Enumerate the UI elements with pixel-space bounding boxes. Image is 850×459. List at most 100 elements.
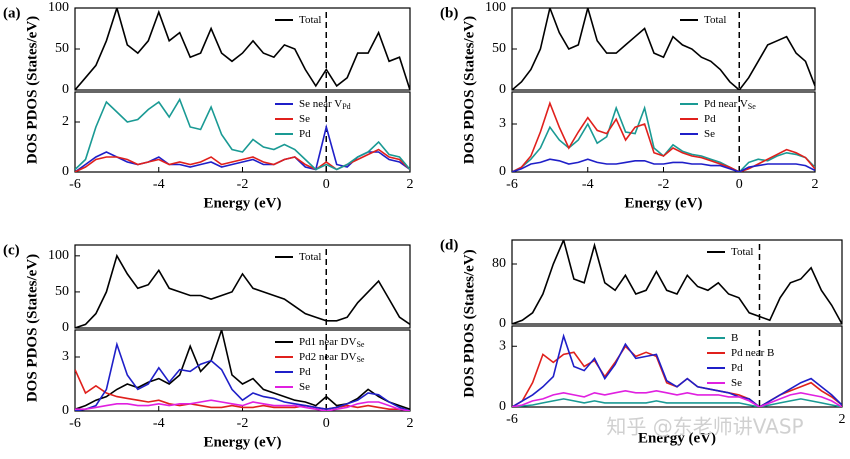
y-tick-label: 100	[48, 248, 69, 263]
plot-frame	[74, 7, 411, 91]
plot-frame	[511, 239, 843, 325]
dos-line	[75, 341, 410, 411]
y-axis-label: DOS PDOS (States/eV)	[24, 16, 40, 164]
dos-line	[512, 158, 815, 172]
panel-label: (b)	[440, 5, 458, 21]
legend-subscript: Se	[748, 102, 756, 111]
legend-label: Pd	[704, 113, 716, 125]
legend-name: Se	[299, 381, 310, 393]
dos-line	[512, 105, 815, 172]
panel-label: (c)	[3, 242, 20, 258]
legend-subscript: Se	[356, 355, 364, 364]
dos-line	[75, 399, 410, 411]
y-tick-label: 0	[499, 316, 506, 331]
y-tick-label: 3	[499, 116, 506, 131]
y-tick-label: 0	[62, 82, 69, 97]
watermark: 知乎 @东老师讲VASP	[606, 415, 803, 439]
y-tick-label: 50	[55, 284, 69, 299]
legend-label: Se	[299, 381, 310, 393]
y-tick-label: 0	[499, 164, 506, 179]
legend-label: Pd	[731, 362, 743, 374]
y-tick-label: 80	[492, 256, 506, 271]
x-tick-label: 2	[839, 412, 846, 427]
legend-name: Total	[299, 14, 321, 26]
legend-label: B	[731, 332, 738, 344]
plot-frame	[511, 7, 816, 91]
legend-name: Se	[299, 113, 310, 125]
y-axis-label: DOS PDOS (States/eV)	[461, 16, 477, 164]
y-tick-label: 50	[492, 41, 506, 56]
y-tick-label: 3	[62, 349, 69, 364]
legend-label: Total	[731, 246, 753, 258]
legend-subscript: Se	[356, 340, 364, 349]
dos-line	[512, 345, 842, 407]
legend-label: Total	[704, 14, 726, 26]
x-tick-label: 2	[407, 177, 414, 192]
legend-label: Se near VPd	[299, 98, 351, 111]
x-tick-label: -6	[506, 412, 518, 427]
y-tick-label: 0	[62, 164, 69, 179]
x-tick-label: 2	[812, 177, 819, 192]
x-axis-label: Energy (eV)	[638, 430, 716, 446]
y-tick-label: 0	[499, 399, 506, 414]
legend-name: Pd	[731, 362, 743, 374]
legend-label: Pd near VSe	[704, 98, 756, 111]
dos-line	[75, 97, 410, 171]
x-tick-label: 2	[407, 416, 414, 431]
legend-label: Pd2 near DVSe	[299, 351, 365, 364]
x-tick-label: -6	[69, 416, 81, 431]
x-axis-label: Energy (eV)	[204, 195, 282, 211]
y-tick-label: 100	[485, 0, 506, 15]
x-tick-label: 0	[323, 177, 330, 192]
y-tick-label: 3	[499, 338, 506, 353]
legend-name: Pd near V	[704, 98, 748, 110]
x-tick-label: -4	[153, 416, 165, 431]
y-tick-label: 2	[62, 114, 69, 129]
panel-label: (d)	[440, 237, 458, 253]
x-tick-label: -2	[658, 177, 670, 192]
y-axis-label: DOS PDOS (States/eV)	[461, 249, 477, 397]
y-tick-label: 100	[48, 0, 69, 15]
legend-name: Total	[299, 251, 321, 263]
dos-line	[75, 253, 410, 328]
legend-name: Pd near B	[731, 347, 774, 359]
legend-name: Pd2 near DV	[299, 351, 356, 363]
dos-line	[75, 8, 410, 90]
legend-label: Pd near B	[731, 347, 774, 359]
legend-label: Pd1 near DVSe	[299, 336, 365, 349]
plot-frame	[511, 325, 843, 408]
y-tick-label: 0	[62, 320, 69, 335]
dos-line	[75, 369, 410, 411]
legend-label: Se	[299, 113, 310, 125]
y-tick-label: 0	[499, 82, 506, 97]
legend-label: Se	[704, 128, 715, 140]
legend-name: Se	[704, 128, 715, 140]
x-tick-label: -6	[69, 177, 81, 192]
dos-line	[512, 100, 815, 172]
x-tick-label: 0	[323, 416, 330, 431]
legend-name: Total	[731, 246, 753, 258]
x-tick-label: -2	[237, 177, 249, 192]
dos-line	[75, 123, 410, 172]
legend-name: Se near V	[299, 98, 342, 110]
dos-line	[512, 398, 842, 407]
legend-name: Pd1 near DV	[299, 336, 356, 348]
x-tick-label: -6	[506, 177, 518, 192]
legend-name: Total	[704, 14, 726, 26]
dos-line	[512, 333, 842, 407]
legend-label: Pd	[299, 366, 311, 378]
legend-name: Pd	[704, 113, 716, 125]
panel-label: (a)	[3, 5, 21, 21]
legend-name: Se	[731, 377, 742, 389]
y-axis-label: DOS PDOS (States/eV)	[24, 254, 40, 402]
legend-label: Total	[299, 14, 321, 26]
y-tick-label: 0	[62, 403, 69, 418]
x-axis-label: Energy (eV)	[625, 195, 703, 211]
dos-line	[75, 148, 410, 172]
legend-label: Pd	[299, 128, 311, 140]
legend-name: B	[731, 332, 738, 344]
legend-name: Pd	[299, 128, 311, 140]
dos-line	[512, 240, 842, 324]
plot-frame	[74, 244, 411, 329]
